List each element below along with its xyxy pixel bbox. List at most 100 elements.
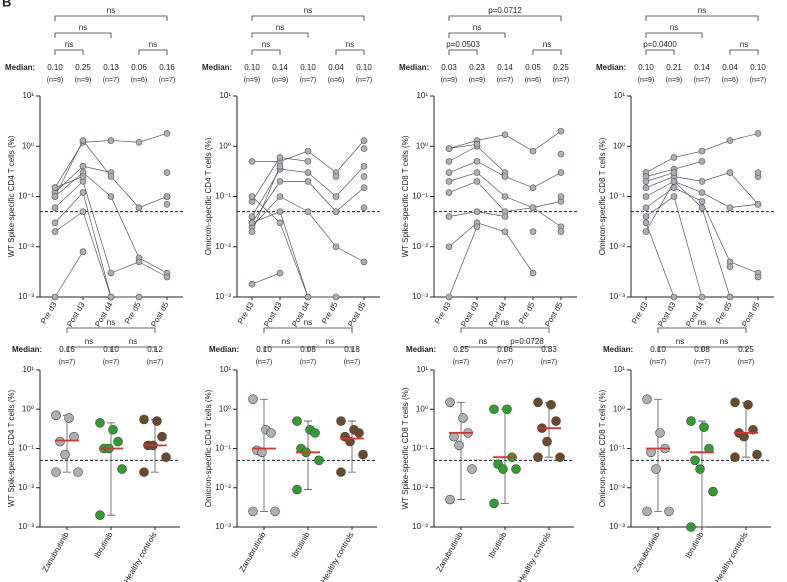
n-label: (n=9)	[272, 77, 289, 84]
comparison-label: ns	[129, 337, 137, 346]
x-tick-label: Pre d5	[320, 300, 340, 325]
data-point	[163, 169, 171, 176]
data-point	[107, 269, 115, 277]
x-tick-label: Post d5	[740, 300, 762, 328]
data-point	[686, 416, 696, 426]
data-point	[473, 208, 481, 215]
data-point	[139, 467, 149, 477]
data-point	[557, 193, 565, 200]
data-point	[473, 169, 481, 176]
y-tick-label: 10⁻³	[412, 522, 428, 531]
median-title: Median:	[406, 345, 436, 354]
n-label: (n=7)	[497, 77, 514, 84]
data-point	[51, 293, 59, 301]
median-label: 0.33	[541, 345, 557, 354]
comparison-bracket	[138, 49, 168, 55]
median-label: 0.06	[497, 345, 513, 354]
median-label: 0.04	[722, 63, 738, 72]
data-point	[698, 204, 706, 211]
comparison-bracket	[251, 15, 365, 21]
data-point	[79, 173, 87, 180]
data-point	[445, 494, 455, 505]
data-point	[473, 178, 481, 185]
x-tick-label: Pre d5	[123, 300, 143, 325]
y-tick-label: 10⁻³	[18, 522, 34, 531]
data-point	[108, 424, 118, 435]
data-point	[529, 228, 537, 235]
y-axis-label: WT Spike-specific CD4 T cells (%)	[7, 135, 16, 257]
comparison-label: p=0.0712	[488, 6, 522, 15]
median-label: 0.10	[638, 63, 654, 72]
comparison-label: ns	[65, 40, 73, 49]
data-point	[73, 467, 83, 477]
subject-line	[252, 140, 365, 174]
data-point	[642, 178, 650, 185]
y-tick-label: 10⁻³	[412, 292, 428, 301]
data-point	[655, 428, 665, 438]
median-label: 0.12	[147, 345, 163, 354]
y-tick-label: 10⁰	[219, 141, 231, 150]
data-point	[726, 169, 734, 176]
data-point	[501, 213, 509, 220]
data-point	[511, 464, 521, 474]
data-point	[445, 169, 453, 176]
n-label: (n=6)	[525, 77, 542, 84]
data-point	[698, 178, 706, 185]
y-tick-label: 10⁻²	[412, 242, 428, 251]
data-point	[135, 138, 143, 146]
data-point	[473, 140, 481, 148]
data-point	[754, 169, 762, 176]
median-label: 0.25	[75, 63, 91, 72]
comparison-bracket	[251, 32, 309, 38]
x-tick-label: Ibrutinib	[487, 530, 509, 560]
median-label: 0.25	[553, 63, 569, 72]
comparison-bracket	[448, 49, 478, 55]
x-tick-label: Ibrutinib	[684, 530, 706, 560]
data-point	[248, 158, 256, 165]
comparison-bracket	[66, 327, 156, 333]
data-point	[51, 410, 61, 421]
data-point	[698, 189, 706, 196]
data-point	[79, 137, 87, 144]
data-point	[454, 440, 464, 451]
comparison-bracket	[54, 32, 112, 38]
median-label: 0.10	[256, 345, 272, 354]
data-point	[304, 169, 312, 176]
data-point	[135, 204, 143, 211]
n-label: (n=6)	[722, 77, 739, 84]
comparison-bracket	[54, 15, 168, 21]
data-point	[292, 484, 302, 495]
data-point	[670, 184, 678, 191]
n-label: (n=6)	[328, 77, 345, 84]
data-point	[360, 204, 368, 211]
data-point	[501, 173, 509, 180]
n-label: (n=7)	[356, 77, 373, 84]
median-title: Median:	[12, 345, 42, 354]
comparison-bracket	[448, 15, 562, 21]
data-point	[117, 464, 127, 474]
data-point	[445, 189, 453, 196]
median-label: 0.10	[750, 63, 766, 72]
median-label: 0.04	[328, 63, 344, 72]
y-tick-label: 10⁻²	[412, 483, 428, 492]
y-tick-label: 10⁰	[613, 404, 625, 413]
panel: ns ns ns Median: 0.16 (n=7) 0.10 (n=7) 0.12 (n=7)…	[7, 318, 180, 582]
comparison-label: p=0.0503	[446, 40, 480, 49]
comparison-label: ns	[676, 337, 684, 346]
comparison-label: p=0.0728	[510, 337, 544, 346]
data-point	[501, 131, 509, 138]
data-point	[161, 452, 171, 463]
comparison-label: ns	[670, 23, 678, 32]
comparison-label: ns	[262, 40, 270, 49]
range-bar	[698, 420, 706, 528]
median-label: 0.16	[159, 63, 175, 72]
comparison-bracket	[251, 49, 281, 55]
n-label: (n=7)	[750, 77, 767, 84]
data-point	[55, 436, 65, 447]
y-tick-label: 10⁰	[416, 141, 428, 150]
n-label: (n=9)	[638, 77, 655, 84]
median-label: 0.10	[356, 63, 372, 72]
median-label: 0.25	[453, 345, 469, 354]
x-tick-label: Zanubrutinib	[435, 530, 465, 573]
